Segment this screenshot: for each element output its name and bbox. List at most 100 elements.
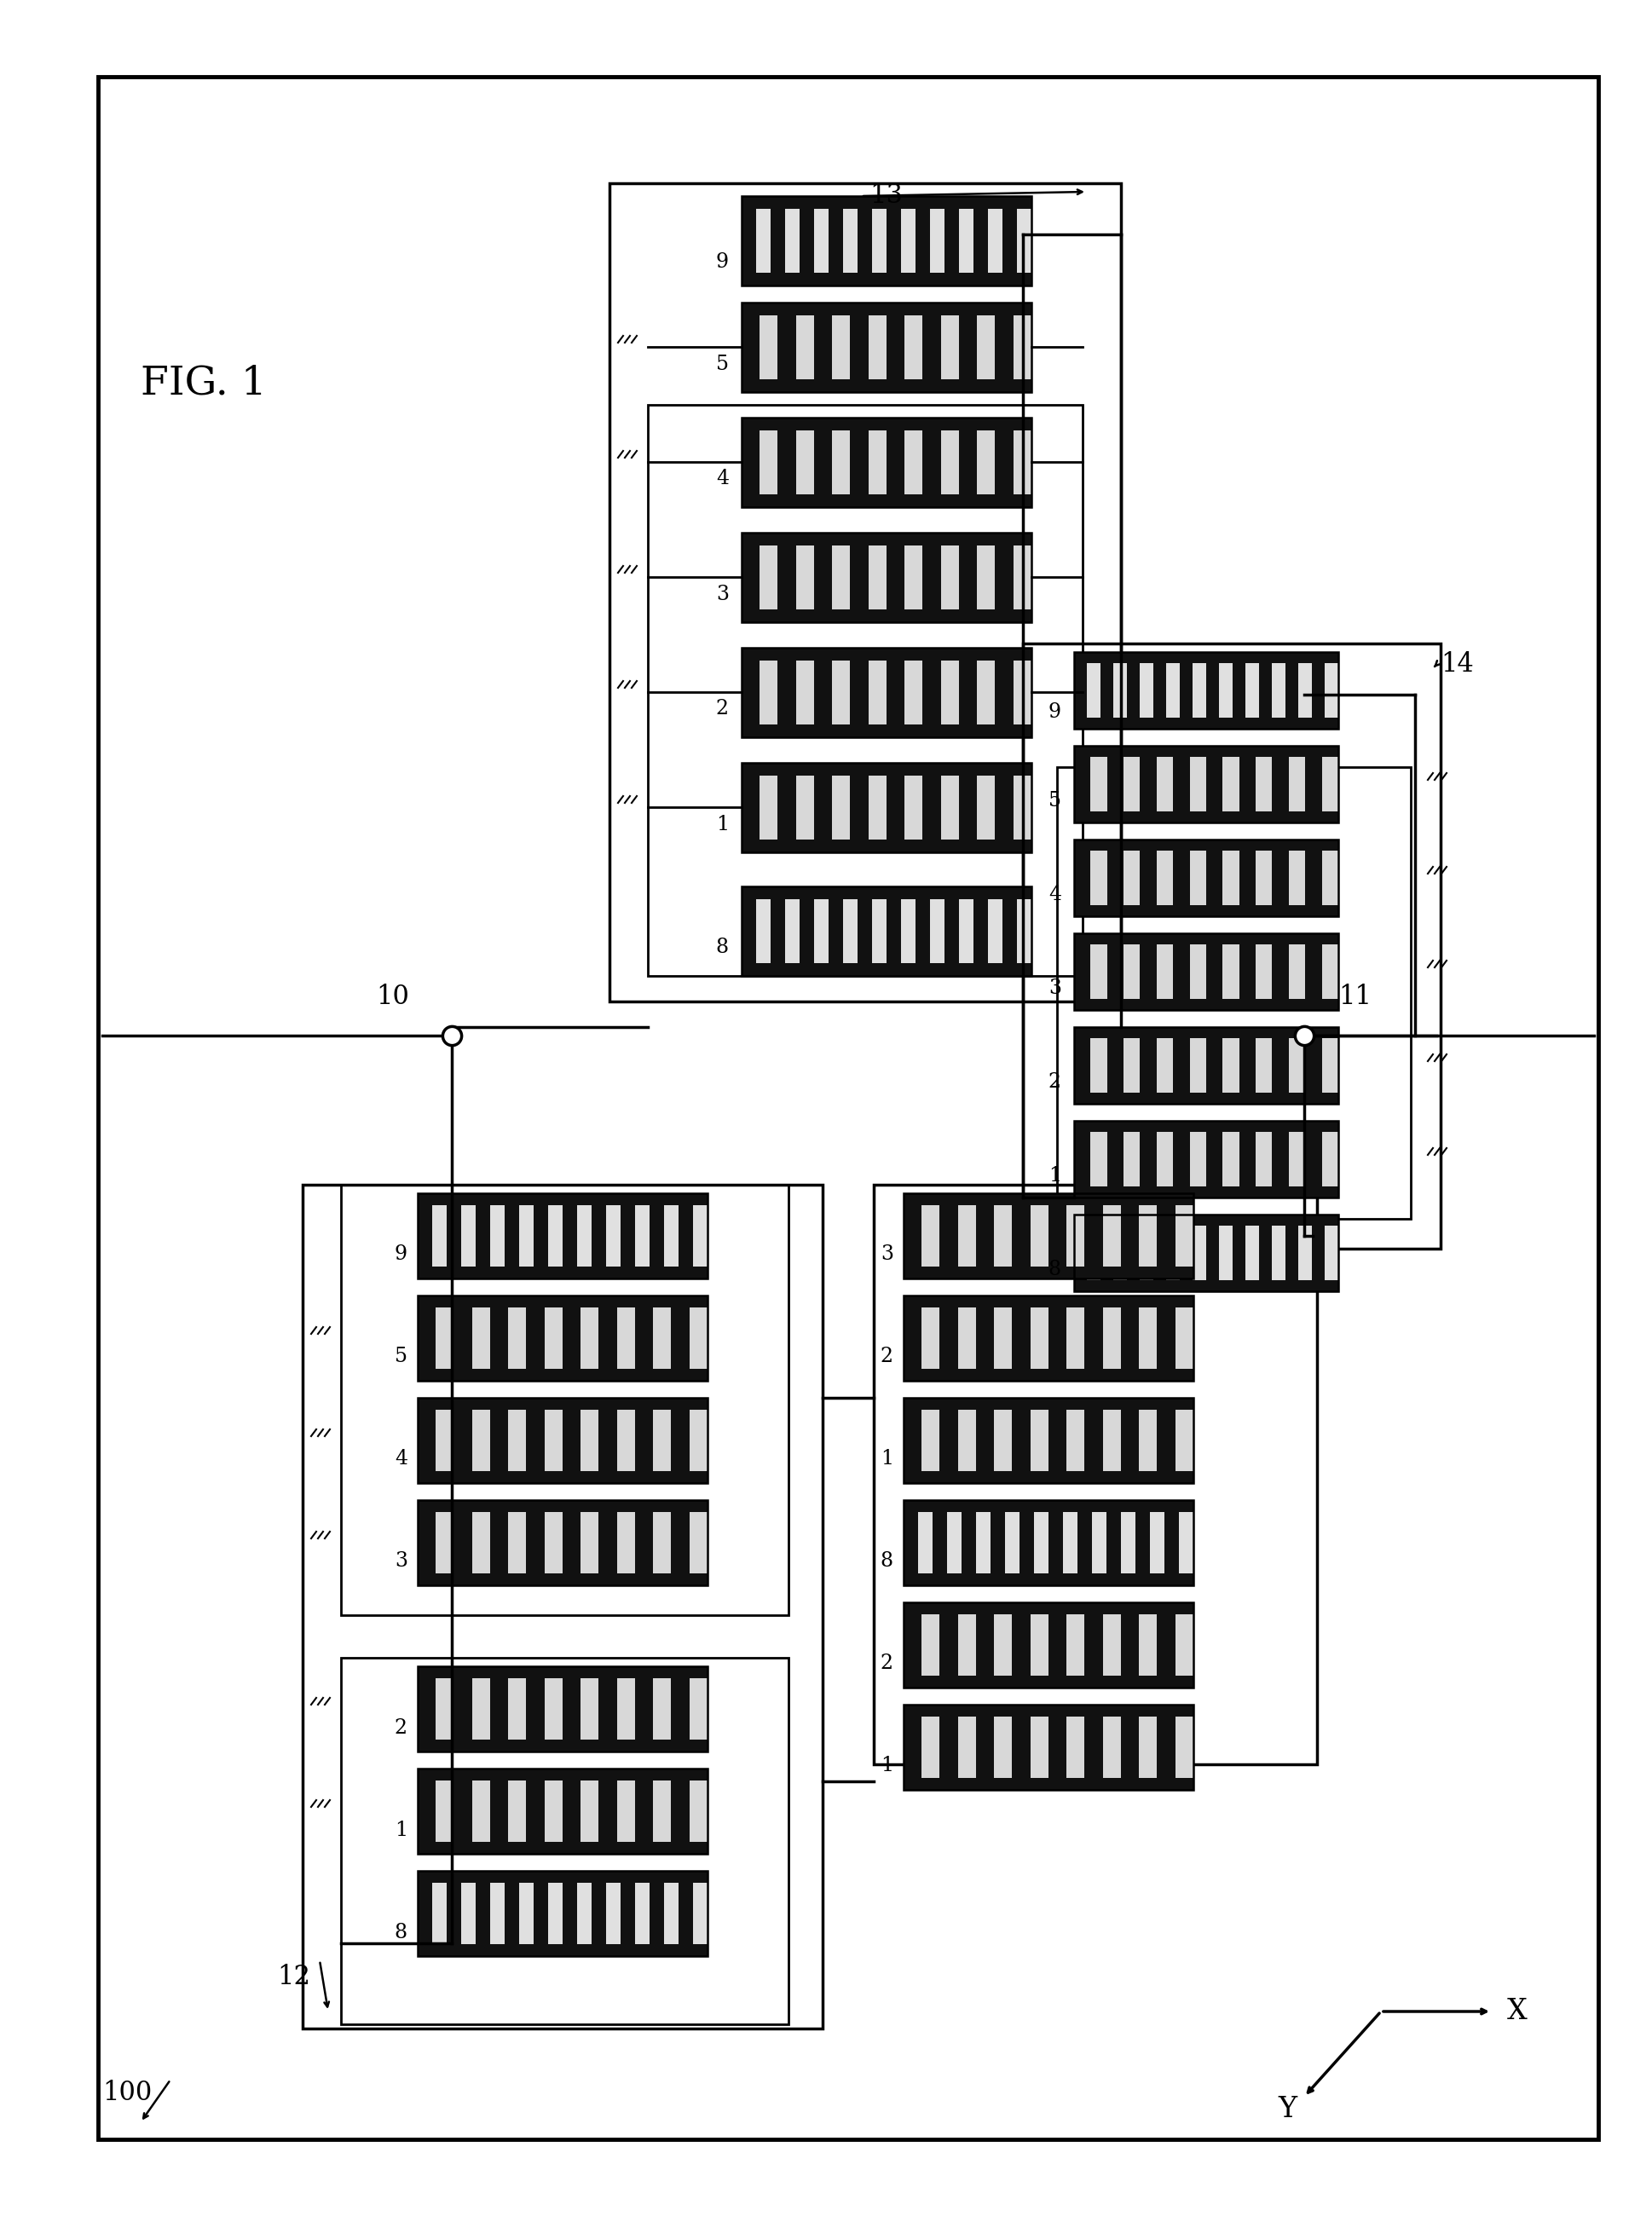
Bar bbox=[785, 887, 800, 975]
Bar bbox=[679, 1193, 694, 1278]
Bar bbox=[689, 1511, 707, 1573]
Bar bbox=[869, 660, 887, 724]
Bar bbox=[610, 182, 1122, 1002]
Bar bbox=[504, 1193, 519, 1278]
Bar bbox=[1074, 1027, 1338, 1104]
Bar bbox=[851, 775, 869, 840]
Bar bbox=[872, 196, 887, 287]
Bar bbox=[1074, 1120, 1338, 1198]
Bar bbox=[814, 544, 833, 609]
Bar bbox=[887, 544, 905, 609]
Bar bbox=[942, 775, 958, 840]
Bar bbox=[1019, 1500, 1034, 1584]
Bar bbox=[1140, 1215, 1153, 1291]
Bar bbox=[1123, 944, 1140, 1000]
Bar bbox=[461, 1193, 476, 1278]
Bar bbox=[582, 1678, 598, 1740]
Bar bbox=[418, 1944, 707, 1955]
Bar bbox=[857, 887, 872, 975]
Bar bbox=[1013, 1718, 1031, 1778]
Bar bbox=[1180, 651, 1193, 729]
Bar bbox=[1113, 1215, 1127, 1291]
Bar bbox=[504, 1871, 519, 1955]
Bar bbox=[904, 1675, 1193, 1686]
Bar bbox=[649, 1871, 664, 1955]
Bar bbox=[887, 775, 905, 840]
Bar bbox=[930, 887, 945, 975]
Bar bbox=[742, 660, 760, 724]
Bar bbox=[1219, 651, 1232, 729]
Bar bbox=[1123, 1131, 1140, 1187]
Bar bbox=[922, 1204, 940, 1267]
Bar bbox=[976, 1307, 995, 1369]
Bar bbox=[869, 316, 887, 380]
Bar bbox=[904, 1500, 1193, 1584]
Bar bbox=[1298, 1215, 1312, 1291]
Bar bbox=[1206, 1215, 1219, 1291]
Bar bbox=[509, 1780, 527, 1842]
Bar bbox=[1067, 1307, 1085, 1369]
Bar bbox=[454, 1409, 472, 1471]
Bar bbox=[742, 496, 1031, 507]
Bar bbox=[1153, 1215, 1166, 1291]
Bar bbox=[418, 1295, 707, 1380]
Bar bbox=[742, 380, 1031, 391]
Bar bbox=[548, 1871, 563, 1955]
Bar bbox=[476, 1871, 491, 1955]
Bar bbox=[742, 887, 1031, 975]
Bar bbox=[976, 316, 995, 380]
Bar bbox=[1074, 1187, 1338, 1198]
Bar bbox=[1113, 651, 1127, 729]
Text: Y: Y bbox=[1277, 2095, 1297, 2124]
Bar bbox=[545, 1780, 563, 1842]
Bar bbox=[1175, 1204, 1193, 1267]
Bar bbox=[904, 1398, 1193, 1409]
Bar bbox=[634, 1307, 653, 1369]
Bar bbox=[940, 1307, 958, 1369]
Bar bbox=[874, 1184, 1317, 1764]
Bar bbox=[1123, 851, 1140, 907]
Bar bbox=[1173, 851, 1189, 907]
Bar bbox=[947, 1500, 961, 1584]
Bar bbox=[1272, 1215, 1285, 1291]
Bar bbox=[995, 1409, 1013, 1471]
Bar bbox=[519, 1871, 534, 1955]
Bar bbox=[527, 1511, 545, 1573]
Bar bbox=[1206, 1131, 1222, 1187]
Bar bbox=[1140, 1038, 1156, 1093]
Bar bbox=[742, 544, 760, 609]
Bar bbox=[418, 1678, 436, 1740]
Bar bbox=[887, 316, 905, 380]
Bar bbox=[563, 1871, 577, 1955]
Bar bbox=[1173, 944, 1189, 1000]
Bar bbox=[340, 1658, 788, 2024]
Bar bbox=[1074, 851, 1090, 907]
Bar bbox=[591, 1193, 606, 1278]
Bar bbox=[1057, 767, 1411, 1220]
Bar bbox=[1004, 1500, 1019, 1584]
Bar bbox=[904, 1704, 1193, 1791]
Bar bbox=[814, 196, 829, 287]
Bar bbox=[1222, 755, 1239, 811]
Bar bbox=[1180, 1500, 1193, 1584]
Text: 13: 13 bbox=[869, 182, 902, 209]
Bar bbox=[1074, 840, 1338, 915]
Bar bbox=[418, 1573, 707, 1584]
Bar bbox=[833, 316, 851, 380]
Bar bbox=[694, 1193, 707, 1278]
Bar bbox=[1239, 1131, 1256, 1187]
Bar bbox=[472, 1409, 491, 1471]
Bar bbox=[1013, 544, 1031, 609]
Bar bbox=[904, 1704, 1193, 1791]
Bar bbox=[742, 533, 1031, 622]
Text: 5: 5 bbox=[395, 1347, 408, 1367]
Bar bbox=[742, 418, 1031, 507]
Bar bbox=[1074, 811, 1338, 822]
Bar bbox=[591, 1871, 606, 1955]
Bar bbox=[1100, 651, 1113, 729]
Bar bbox=[829, 196, 843, 287]
Bar bbox=[742, 887, 757, 975]
Bar bbox=[1140, 944, 1156, 1000]
Bar bbox=[1074, 747, 1338, 822]
Bar bbox=[1074, 747, 1338, 822]
